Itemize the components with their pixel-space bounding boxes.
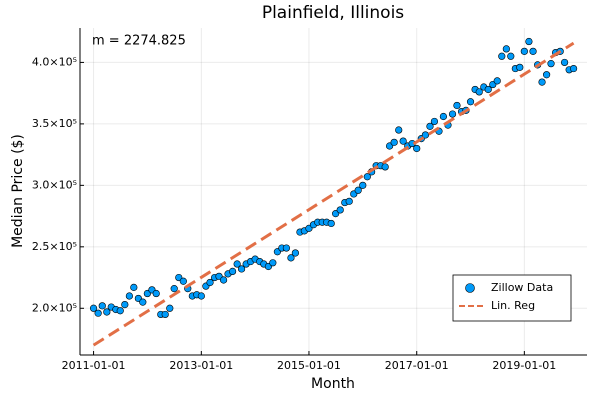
- x-tick-label: 2013-01-01: [169, 359, 233, 372]
- data-point: [139, 298, 147, 306]
- data-point: [336, 206, 344, 214]
- data-point: [395, 126, 403, 134]
- data-point: [413, 144, 421, 153]
- legend-box: [452, 274, 572, 322]
- data-point: [547, 60, 555, 68]
- legend: Zillow Data Lin. Reg: [452, 274, 572, 322]
- data-point: [98, 302, 106, 310]
- data-point: [237, 265, 246, 273]
- x-tick-label: 2017-01-01: [385, 359, 449, 372]
- data-point: [282, 244, 290, 252]
- data-point: [287, 254, 295, 262]
- data-point: [466, 98, 475, 106]
- data-point: [233, 260, 241, 268]
- data-point: [161, 310, 169, 319]
- data-point: [399, 137, 407, 145]
- data-point: [291, 249, 299, 257]
- data-point: [327, 219, 335, 228]
- data-point: [493, 77, 501, 85]
- data-point: [520, 47, 528, 55]
- annotation: m = 2274.825: [92, 34, 186, 49]
- x-tick-label: 2015-01-01: [277, 359, 341, 372]
- data-point: [354, 186, 362, 194]
- data-point: [381, 163, 389, 171]
- data-point: [130, 283, 138, 291]
- data-point: [507, 52, 515, 60]
- data-point: [502, 45, 510, 53]
- data-point: [560, 58, 569, 67]
- data-point: [498, 52, 506, 60]
- data-point: [484, 85, 492, 94]
- legend-label: Zillow Data: [491, 281, 553, 294]
- regression-line: [92, 41, 575, 347]
- data-point: [439, 112, 448, 121]
- data-point: [359, 181, 367, 189]
- data-point: [421, 131, 430, 139]
- x-tick-label: 2011-01-01: [62, 359, 126, 372]
- y-tick-label: 2.5×10⁵: [32, 240, 77, 253]
- data-point: [269, 259, 277, 267]
- data-point: [219, 276, 228, 284]
- data-point: [170, 285, 178, 293]
- data-point: [363, 173, 371, 181]
- data-point: [121, 300, 129, 309]
- data-point: [543, 71, 551, 79]
- legend-marker: [465, 283, 475, 293]
- x-tick-label: 2019-01-01: [492, 359, 556, 372]
- data-point: [448, 110, 457, 118]
- data-point: [453, 101, 461, 110]
- data-point: [228, 267, 237, 276]
- data-point: [125, 292, 133, 300]
- data-point: [475, 88, 483, 96]
- data-point: [345, 197, 353, 205]
- data-point: [206, 278, 214, 287]
- legend-label: Lin. Reg: [491, 299, 535, 312]
- y-axis-label: Median Price ($): [10, 134, 26, 248]
- data-point: [103, 308, 111, 316]
- data-point: [197, 292, 205, 300]
- y-tick-label: 4.0×10⁵: [32, 55, 77, 68]
- data-point: [89, 304, 98, 312]
- data-point: [516, 63, 524, 71]
- data-point: [166, 304, 174, 312]
- data-point: [525, 37, 533, 46]
- y-tick-label: 3.0×10⁵: [32, 178, 77, 191]
- data-point: [569, 64, 578, 73]
- data-point: [116, 307, 124, 315]
- data-point: [538, 78, 546, 86]
- data-point: [390, 138, 398, 146]
- y-tick-label: 2.0×10⁵: [32, 301, 77, 314]
- x-axis-label: Month: [311, 376, 355, 392]
- data-point: [152, 289, 160, 298]
- data-point: [94, 309, 102, 317]
- y-tick-label: 3.5×10⁵: [32, 117, 77, 130]
- data-point: [179, 277, 187, 285]
- chart-title: Plainfield, Illinois: [262, 3, 404, 23]
- data-point: [430, 117, 439, 126]
- data-point: [426, 122, 434, 130]
- data-point: [529, 47, 537, 55]
